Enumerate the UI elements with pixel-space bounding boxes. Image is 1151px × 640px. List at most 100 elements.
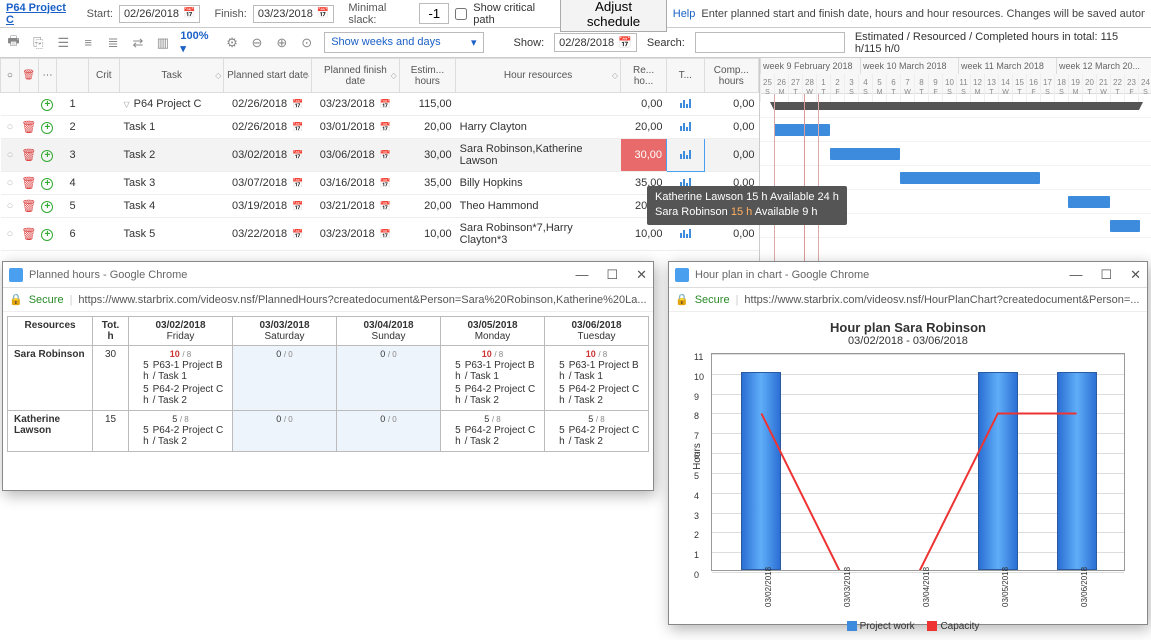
close-button[interactable]: ✕ <box>636 267 647 283</box>
start-date-field[interactable]: 02/26/2018📅 <box>119 5 201 23</box>
timescale-select[interactable]: Show weeks and days▾ <box>324 32 483 53</box>
col-res[interactable]: Hour resources◇ <box>456 59 621 93</box>
row-finish[interactable]: 03/23/2018 📅 <box>312 93 400 116</box>
table-row[interactable]: ○🗑+3Task 203/02/2018 📅03/06/2018 📅30,00S… <box>1 139 759 172</box>
row-resources[interactable]: Harry Clayton <box>456 116 621 139</box>
row-add-icon[interactable]: + <box>38 172 57 195</box>
col-comp[interactable]: Comp... hours <box>704 59 758 93</box>
gantt-summary-bar[interactable] <box>774 102 1139 110</box>
gantt-task-bar[interactable] <box>1110 220 1140 232</box>
search-input[interactable] <box>695 32 845 53</box>
project-link[interactable]: P64 Project C <box>6 2 73 26</box>
outdent-icon[interactable]: ≣ <box>106 35 121 51</box>
col-re[interactable]: Re... ho... <box>621 59 667 93</box>
row-delete-icon[interactable]: 🗑 <box>19 116 38 139</box>
row-est[interactable]: 30,00 <box>399 139 455 172</box>
zoom-select[interactable]: 100% ▾ <box>180 30 214 55</box>
gantt-task-bar[interactable] <box>900 172 1040 184</box>
row-resources[interactable]: Sara Robinson,Katherine Lawson <box>456 139 621 172</box>
zoom-fit-icon[interactable]: ⊙ <box>299 35 314 51</box>
row-completed[interactable]: 0,00 <box>704 139 758 172</box>
row-add-icon[interactable]: + <box>38 139 57 172</box>
gantt-task-bar[interactable] <box>774 124 830 136</box>
minimize-button[interactable]: — <box>1069 267 1082 283</box>
show-date-field[interactable]: 02/28/2018📅 <box>554 33 637 52</box>
indent-icon[interactable]: ≡ <box>81 35 96 51</box>
row-finish[interactable]: 03/01/2018 📅 <box>312 116 400 139</box>
table-row[interactable]: ○🗑+2Task 102/26/2018 📅03/01/2018 📅20,00H… <box>1 116 759 139</box>
row-start[interactable]: 03/07/2018 📅 <box>224 172 312 195</box>
bars-icon[interactable] <box>680 98 691 108</box>
row-start[interactable]: 03/02/2018 📅 <box>224 139 312 172</box>
row-start[interactable]: 03/19/2018 📅 <box>224 195 312 218</box>
close-button[interactable]: ✕ <box>1130 267 1141 283</box>
adjust-schedule-button[interactable]: Adjust schedule <box>560 0 666 32</box>
table-row[interactable]: +1▽P64 Project C02/26/2018 📅03/23/2018 📅… <box>1 93 759 116</box>
row-resources[interactable]: Theo Hammond <box>456 195 621 218</box>
row-chart-icon[interactable] <box>667 139 705 172</box>
row-delete-icon[interactable]: 🗑 <box>19 195 38 218</box>
row-task[interactable]: ▽P64 Project C <box>119 93 223 116</box>
bars-icon[interactable] <box>680 177 691 187</box>
row-add-icon[interactable]: + <box>38 116 57 139</box>
row-copy-icon[interactable]: ○ <box>1 116 20 139</box>
row-add-icon[interactable]: + <box>38 195 57 218</box>
row-resources[interactable]: Billy Hopkins <box>456 172 621 195</box>
row-add-icon[interactable]: + <box>38 93 57 116</box>
bars-icon[interactable] <box>680 121 691 131</box>
row-copy-icon[interactable] <box>1 93 20 116</box>
col-crit[interactable]: Crit <box>88 59 119 93</box>
finish-date-field[interactable]: 03/23/2018📅 <box>253 5 335 23</box>
row-completed[interactable]: 0,00 <box>704 93 758 116</box>
col-est[interactable]: Estim... hours <box>399 59 455 93</box>
row-task[interactable]: Task 3 <box>119 172 223 195</box>
print-icon[interactable]: 🖶 <box>6 35 21 51</box>
zoom-in-icon[interactable]: ⊕ <box>274 35 289 51</box>
row-delete-icon[interactable]: 🗑 <box>19 172 38 195</box>
row-start[interactable]: 03/22/2018 📅 <box>224 218 312 251</box>
row-est[interactable]: 20,00 <box>399 116 455 139</box>
help-link[interactable]: Help <box>673 8 696 20</box>
row-copy-icon[interactable]: ○ <box>1 139 20 172</box>
maximize-button[interactable]: ☐ <box>1100 267 1112 283</box>
row-chart-icon[interactable] <box>667 93 705 116</box>
gantt-task-bar[interactable] <box>830 148 900 160</box>
row-chart-icon[interactable] <box>667 116 705 139</box>
columns-icon[interactable]: ▥ <box>155 35 170 51</box>
row-completed[interactable]: 0,00 <box>704 116 758 139</box>
critical-path-checkbox[interactable] <box>455 8 467 20</box>
table-row[interactable]: ○🗑+4Task 303/07/2018 📅03/16/2018 📅35,00B… <box>1 172 759 195</box>
col-pfinish[interactable]: Planned finish date◇ <box>312 59 400 93</box>
table-row[interactable]: ○🗑+6Task 503/22/2018 📅03/23/2018 📅10,00S… <box>1 218 759 251</box>
col-action2[interactable]: 🗑 <box>19 59 38 93</box>
row-est[interactable]: 115,00 <box>399 93 455 116</box>
col-action1[interactable]: ○ <box>1 59 20 93</box>
minimize-button[interactable]: — <box>575 267 588 283</box>
row-resourced-hours[interactable]: 30,00 <box>621 139 667 172</box>
row-task[interactable]: Task 2 <box>119 139 223 172</box>
col-t[interactable]: T... <box>667 59 705 93</box>
col-num[interactable] <box>57 59 88 93</box>
row-start[interactable]: 02/26/2018 📅 <box>224 93 312 116</box>
row-resourced-hours[interactable]: 20,00 <box>621 116 667 139</box>
row-start[interactable]: 02/26/2018 📅 <box>224 116 312 139</box>
row-resources[interactable] <box>456 93 621 116</box>
row-task[interactable]: Task 4 <box>119 195 223 218</box>
bars-icon[interactable] <box>680 228 691 238</box>
maximize-button[interactable]: ☐ <box>606 267 618 283</box>
export-icon[interactable]: ⎘ <box>31 35 46 51</box>
row-add-icon[interactable]: + <box>38 218 57 251</box>
table-row[interactable]: ○🗑+5Task 403/19/2018 📅03/21/2018 📅20,00T… <box>1 195 759 218</box>
row-delete-icon[interactable]: 🗑 <box>19 139 38 172</box>
row-resources[interactable]: Sara Robinson*7,Harry Clayton*3 <box>456 218 621 251</box>
row-est[interactable]: 35,00 <box>399 172 455 195</box>
gear-icon[interactable]: ⚙ <box>225 35 240 51</box>
row-finish[interactable]: 03/23/2018 📅 <box>312 218 400 251</box>
row-finish[interactable]: 03/16/2018 📅 <box>312 172 400 195</box>
list-icon[interactable]: ☰ <box>56 35 71 51</box>
bars-icon[interactable] <box>680 149 691 159</box>
link-icon[interactable]: ⇄ <box>131 35 146 51</box>
row-delete-icon[interactable]: 🗑 <box>19 218 38 251</box>
row-est[interactable]: 20,00 <box>399 195 455 218</box>
gantt-task-bar[interactable] <box>1068 196 1110 208</box>
